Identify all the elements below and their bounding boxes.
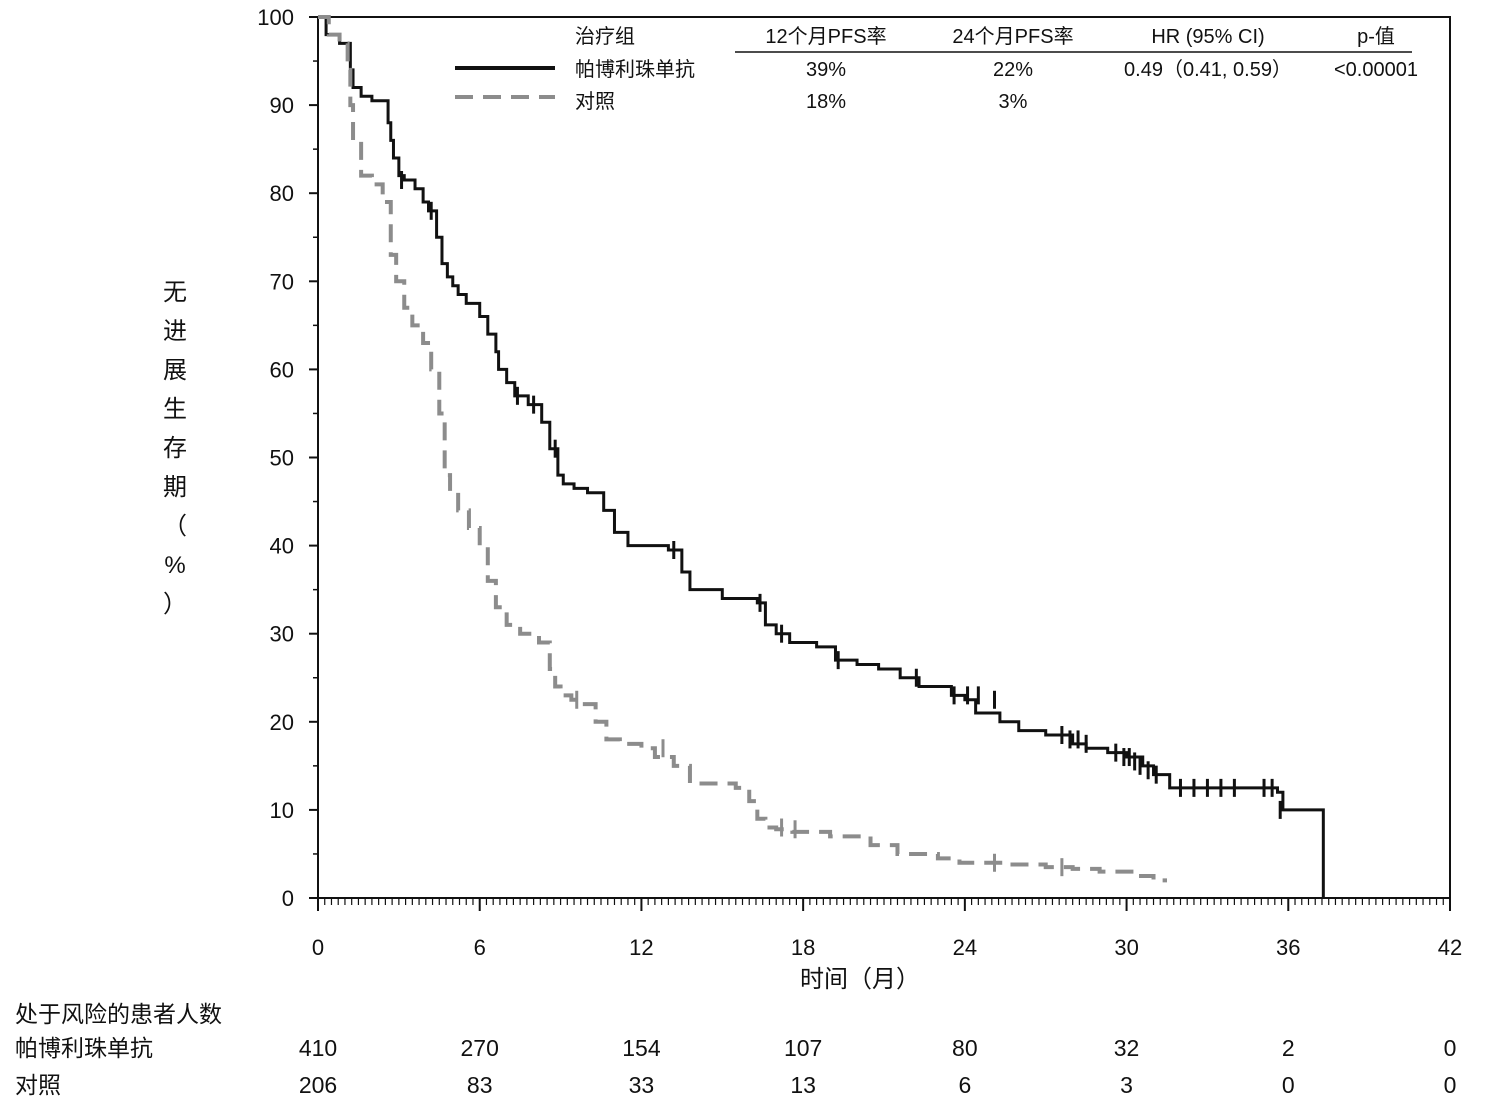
legend-row-2-pfs24: 3% [999,91,1028,113]
risk-row-1-label: 帕博利珠单抗 [15,1035,153,1061]
y-tick-label: 90 [270,93,294,118]
risk-value: 270 [461,1035,499,1061]
y-tick-label: 50 [270,446,294,471]
legend-row-1-pfs24: 22% [993,59,1033,81]
risk-value: 0 [1444,1035,1457,1061]
y-tick-label: 100 [257,5,294,30]
legend-row-1-hr: 0.49（0.41, 0.59） [1124,58,1292,81]
risk-value: 80 [952,1035,978,1061]
x-tick-label: 36 [1276,935,1300,960]
legend-row-2-pfs12: 18% [806,91,846,113]
risk-value: 410 [299,1035,337,1061]
risk-value: 33 [629,1072,655,1098]
legend-header-pfs24: 24个月PFS率 [952,25,1073,48]
y-tick-label: 70 [270,269,294,294]
legend-header-group: 治疗组 [575,25,635,48]
series-layer [318,15,1325,898]
x-tick-label: 18 [791,935,815,960]
risk-table-title: 处于风险的患者人数 [15,1001,222,1027]
risk-value: 107 [784,1035,822,1061]
risk-row-2-label: 对照 [15,1072,61,1098]
x-tick-label: 24 [953,935,977,960]
y-tick-label: 0 [282,886,294,911]
risk-value: 206 [299,1072,337,1098]
legend-row-1-name: 帕博利珠单抗 [575,58,695,81]
x-tick-label: 42 [1438,935,1462,960]
y-tick-label: 20 [270,710,294,735]
y-tick-label: 80 [270,181,294,206]
risk-value: 154 [622,1035,661,1061]
legend-row-2-name: 对照 [575,90,615,113]
legend-row-1-pfs12: 39% [806,59,846,81]
legend: 治疗组 12个月PFS率 24个月PFS率 HR (95% CI) p-值 帕博… [455,25,1418,113]
risk-value: 3 [1120,1072,1133,1098]
x-tick-label: 30 [1114,935,1138,960]
risk-value: 0 [1282,1072,1295,1098]
y-axis: 0 10 20 30 40 50 60 70 80 90 100 [257,5,318,911]
legend-header-pfs12: 12个月PFS率 [765,25,886,48]
y-tick-label: 40 [270,534,294,559]
series-line-pembrolizumab [318,15,1325,898]
legend-header-p: p-值 [1357,25,1395,48]
risk-values: 410 270 154 107 80 32 2 0 206 83 33 13 6 3 0 0 [299,1035,1457,1098]
legend-header-hr: HR (95% CI) [1151,26,1264,48]
x-axis-title: 时间（月） [800,966,920,993]
risk-value: 83 [467,1072,493,1098]
series-line-control [318,15,1167,883]
y-axis-title: 无进展生存期（%） [163,279,187,618]
plot-area [317,16,1451,899]
x-tick-label: 0 [312,935,324,960]
risk-value: 2 [1282,1035,1295,1061]
risk-table: 处于风险的患者人数 帕博利珠单抗 对照 410 270 154 107 80 32 2 0 20… [15,1001,1456,1098]
y-tick-label: 60 [270,357,294,382]
risk-value: 0 [1444,1072,1457,1098]
risk-value: 6 [958,1072,971,1098]
x-tick-label: 12 [629,935,653,960]
risk-value: 32 [1114,1035,1140,1061]
y-tick-label: 30 [270,622,294,647]
y-tick-label: 10 [270,798,294,823]
legend-row-1-p: <0.00001 [1334,59,1418,81]
x-axis: 0 6 12 18 24 30 36 42 [312,898,1462,960]
risk-value: 13 [790,1072,816,1098]
x-tick-label: 6 [474,935,486,960]
